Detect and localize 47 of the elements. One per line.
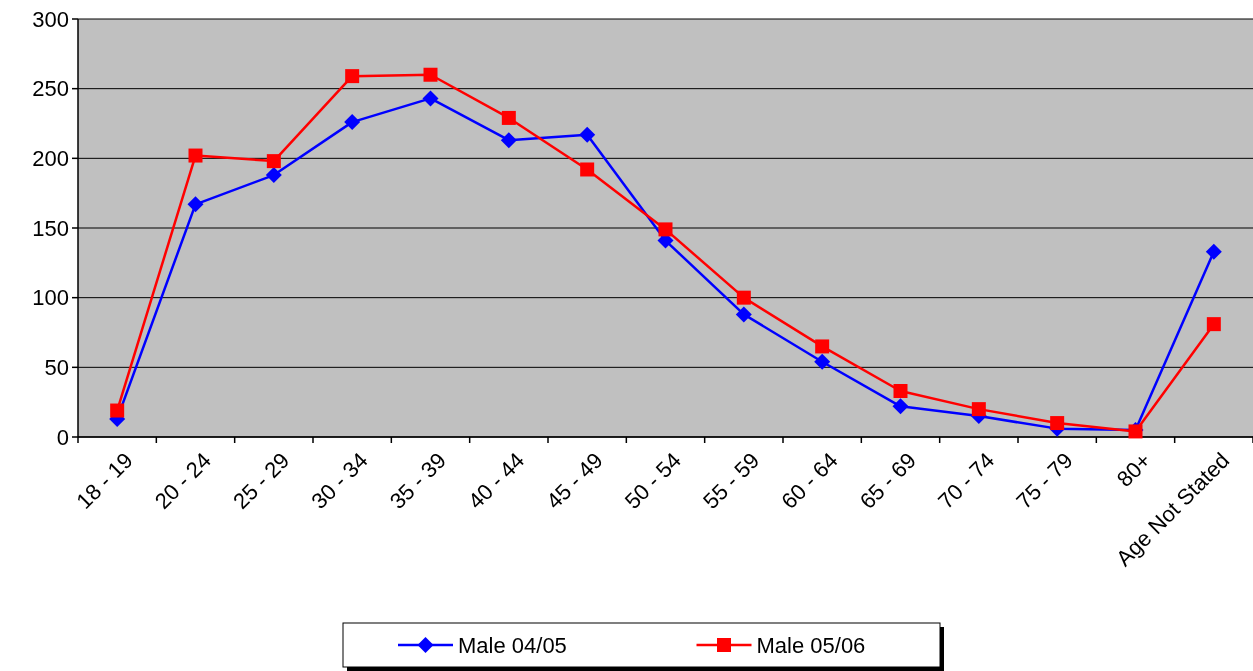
x-tick-label: 30 - 34 — [306, 447, 373, 514]
x-tick-label: 40 - 44 — [463, 447, 530, 514]
y-tick-label: 250 — [32, 76, 69, 102]
point — [1205, 243, 1222, 260]
x-tick-label: 20 - 24 — [149, 447, 216, 514]
point — [345, 69, 360, 84]
legend-label: Male 04/05 — [458, 632, 567, 658]
x-tick-label: 55 - 59 — [698, 447, 765, 514]
point — [971, 402, 986, 417]
point — [580, 162, 595, 177]
point — [422, 90, 439, 107]
x-tick-label: 75 - 79 — [1011, 447, 1078, 514]
point — [1050, 416, 1065, 431]
point — [893, 384, 908, 399]
point — [188, 148, 203, 163]
point — [658, 222, 673, 237]
x-tick-label: 45 - 49 — [541, 447, 608, 514]
x-tick-label: 80+ — [1111, 447, 1156, 492]
x-tick-label: 25 - 29 — [228, 447, 295, 514]
point — [892, 398, 909, 415]
x-tick-label: 65 - 69 — [854, 447, 921, 514]
x-tick-label: 70 - 74 — [933, 447, 1000, 514]
point — [265, 167, 282, 184]
point — [735, 306, 752, 323]
point — [266, 154, 281, 169]
legend-label: Male 05/06 — [756, 632, 866, 658]
x-tick-label: 35 - 39 — [384, 447, 451, 514]
point — [110, 403, 125, 418]
point — [1206, 317, 1221, 332]
point — [344, 114, 361, 131]
y-tick-label: 100 — [32, 285, 69, 311]
y-tick-label: 300 — [32, 6, 69, 32]
y-tick-label: 200 — [32, 146, 69, 172]
point — [500, 132, 517, 149]
point — [501, 110, 516, 125]
point — [814, 353, 831, 370]
y-tick-label: 0 — [56, 424, 69, 450]
x-tick-label: 60 - 64 — [776, 447, 843, 514]
x-tick-label: 50 - 54 — [619, 447, 686, 514]
point — [423, 67, 438, 82]
x-tick-label: 18 - 19 — [71, 447, 138, 514]
point — [736, 290, 751, 305]
point — [579, 126, 596, 143]
point — [187, 196, 204, 213]
y-tick-label: 50 — [44, 355, 69, 381]
point — [815, 339, 830, 354]
y-tick-label: 150 — [32, 215, 69, 241]
